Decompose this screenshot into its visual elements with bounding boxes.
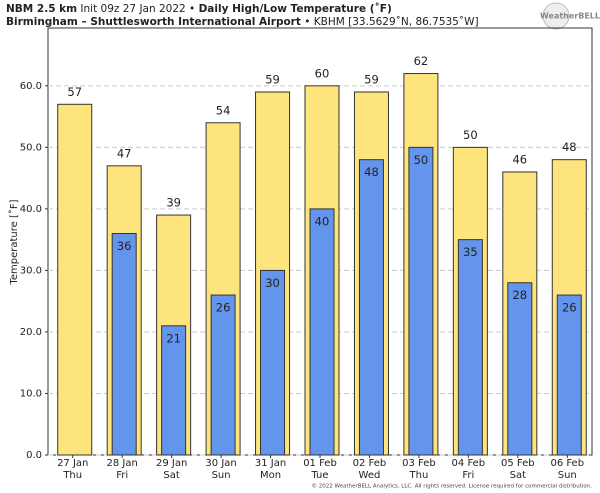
x-tick-label: 04 Feb [452, 458, 486, 469]
title-part: Daily High/Low Temperature (˚F) [199, 3, 392, 15]
x-tick-sublabel: Sat [163, 470, 179, 481]
bar [457, 239, 483, 456]
title-part: Init 09z 27 Jan 2022 • [80, 3, 195, 15]
y-tick-label: 40.0 [20, 204, 42, 215]
y-tick-label: 50.0 [20, 142, 42, 153]
x-tick-label: 28 Jan [107, 458, 138, 469]
x-tick-label: 30 Jan [205, 458, 236, 469]
bar [111, 233, 137, 456]
x-tick-sublabel: Thu [409, 470, 429, 481]
x-tick-sublabel: Sun [558, 470, 577, 481]
value-label: 36 [117, 239, 132, 253]
bar [57, 103, 93, 456]
value-label: 21 [166, 331, 181, 345]
value-label: 26 [562, 301, 577, 315]
x-tick-label: 05 Feb [501, 458, 535, 469]
value-label: 28 [512, 288, 527, 302]
x-tick-label: 27 Jan [57, 458, 88, 469]
value-label: 62 [414, 54, 429, 68]
x-tick-label: 01 Feb [303, 458, 337, 469]
bar [210, 294, 236, 456]
x-tick-sublabel: Thu [62, 470, 82, 481]
subtitle-part: Birmingham – Shuttlesworth International… [6, 16, 301, 28]
bar [408, 146, 434, 456]
y-axis-label: Temperature [˚F] [8, 199, 20, 285]
value-label: 48 [562, 140, 577, 154]
subtitle-part: • KBHM [33.5629˚N, 86.7535˚W] [304, 16, 478, 28]
x-tick-sublabel: Sat [510, 470, 526, 481]
x-tick-label: 02 Feb [353, 458, 387, 469]
value-label: 30 [265, 276, 280, 290]
value-label: 47 [117, 146, 132, 160]
logo-icon [542, 2, 570, 30]
value-label: 57 [67, 85, 82, 99]
x-tick-sublabel: Wed [359, 470, 381, 481]
y-tick-label: 20.0 [20, 327, 42, 338]
logo: WeatherBELL [540, 12, 600, 21]
value-label: 39 [166, 196, 181, 210]
x-tick-sublabel: Tue [310, 470, 328, 481]
value-label: 35 [463, 245, 478, 259]
value-label: 48 [364, 165, 379, 179]
chart-title: NBM 2.5 km Init 09z 27 Jan 2022 • Daily … [6, 3, 392, 15]
bar [309, 208, 335, 456]
chart-subtitle: Birmingham – Shuttlesworth International… [6, 16, 479, 28]
value-label: 50 [414, 153, 429, 167]
value-label: 59 [364, 72, 379, 86]
value-label: 50 [463, 128, 478, 142]
x-tick-label: 29 Jan [156, 458, 187, 469]
bar [507, 282, 533, 456]
value-label: 46 [512, 152, 527, 166]
x-tick-label: 06 Feb [550, 458, 584, 469]
x-tick-label: 31 Jan [255, 458, 286, 469]
y-tick-label: 30.0 [20, 265, 42, 276]
x-tick-sublabel: Mon [260, 470, 281, 481]
x-tick-sublabel: Fri [462, 470, 474, 481]
value-label: 54 [216, 103, 231, 117]
y-tick-label: 0.0 [26, 450, 42, 461]
x-tick-label: 03 Feb [402, 458, 436, 469]
value-label: 59 [265, 72, 280, 86]
bar [260, 269, 286, 456]
title-part: NBM 2.5 km [6, 3, 77, 15]
x-tick-sublabel: Sun [212, 470, 231, 481]
y-tick-label: 10.0 [20, 388, 42, 399]
y-tick-label: 60.0 [20, 81, 42, 92]
value-label: 40 [315, 214, 330, 228]
bar [161, 325, 187, 456]
value-label: 60 [315, 66, 330, 80]
value-label: 26 [216, 301, 231, 315]
footer: © 2022 WeatherBELL Analytics, LLC. All r… [312, 483, 593, 490]
x-tick-sublabel: Fri [116, 470, 128, 481]
bar [556, 294, 582, 456]
bar [358, 159, 384, 456]
